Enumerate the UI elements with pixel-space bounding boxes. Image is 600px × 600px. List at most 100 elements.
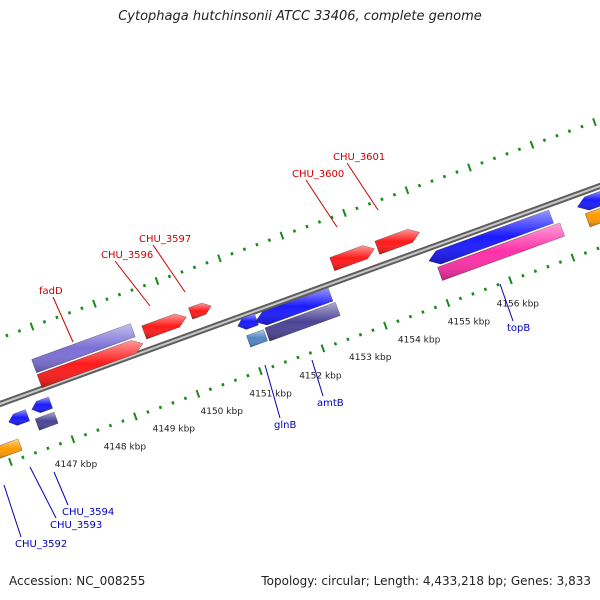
leader-line [499,283,514,322]
scale-ticks [5,117,600,467]
inner-scale-tick [371,328,375,333]
topB-gene-a-shade [428,210,554,265]
CHU-3597-gene-shade [188,303,212,320]
outer-scale-tick [217,254,222,263]
inner-scale-tick [308,351,313,355]
outer-scale-tick [555,133,559,138]
outer-scale-tick [467,163,472,172]
inner-scale-tick [21,455,25,460]
genome-backbone [0,182,600,408]
outer-scale-tick [455,170,459,174]
amtB-gene-shade [265,302,341,342]
inner-scale-tick [33,451,38,455]
outer-scale-tick [117,292,122,297]
outer-scale-tick [105,297,109,302]
leader-line [53,471,69,506]
inner-scale-tick [596,246,600,251]
inner-scale-tick [271,364,275,369]
inner-scale-tick [8,457,13,467]
inner-scale-tick [171,401,175,405]
outer-scale-tick [592,117,597,127]
inner-scale-tick [283,360,288,364]
outer-scale-tick [392,192,397,197]
inner-scale-tick [496,282,500,287]
outer-scale-tick [292,229,297,233]
inner-scale-tick [471,292,475,296]
outer-scale-tick [542,138,547,143]
outer-scale-tick [180,270,184,274]
gene-label-reverse: glnB [274,420,296,431]
gene-label-forward: CHU_3597 [139,234,191,245]
outer-scale-tick [205,261,209,265]
gene-red-fwd-1-shade [37,340,144,388]
inner-scale-tick [70,435,76,444]
outer-scale-tick [529,140,535,149]
gene-label-reverse: CHU_3592 [15,539,67,550]
inner-scale-tick [408,314,413,319]
outer-scale-tick [5,333,9,338]
CHU-3601-gene-shade [374,229,420,255]
outer-scale-tick [305,224,309,229]
outer-scale-tick [167,274,172,279]
glnB-gene-shade [246,329,268,347]
outer-scale-tick [492,156,497,161]
outer-scale-tick [404,186,410,195]
glnB-gene-a-shade [237,313,259,330]
outer-scale-tick [267,238,272,242]
inner-scale-tick [458,296,463,301]
scale-label: 4151 kbp [249,389,292,399]
leader-line [346,162,379,211]
gene-label-forward: CHU_3600 [292,169,344,180]
inner-scale-tick [146,410,150,414]
outer-scale-tick [342,208,347,217]
map-title: Cytophaga hutchinsonii ATCC 33406, compl… [118,9,482,24]
scale-label: 4148 kbp [104,442,147,452]
outer-scale-tick [279,231,285,240]
outer-scale-tick [242,247,247,252]
gene-label-reverse: amtB [317,398,344,409]
scale-labels: 4147 kbp 4148 kbp 4149 kbp 4150 kbp 4151 kbp… [55,300,539,471]
outer-scale-tick [142,283,147,288]
inner-scale-tick [508,276,513,285]
inner-scale-tick [183,396,188,401]
inner-scale-tick [546,264,550,269]
outer-scale-tick [355,206,359,211]
inner-scale-tick [583,251,588,255]
gene-label-forward: CHU_3601 [333,152,385,163]
inner-scale-tick [83,432,88,437]
gene-orange-right-shade [585,208,600,227]
accession-text: Accession: NC_008255 [9,574,146,588]
topB-gene-shade [437,222,565,281]
inner-scale-tick [258,366,263,376]
leader-line [29,466,57,519]
inner-scale-tick [358,332,363,337]
outer-scale-tick [17,329,22,333]
inner-scale-tick [558,260,563,264]
gene-label-reverse: CHU_3593 [50,520,102,531]
outer-scale-tick [417,183,422,188]
gene-label-forward: CHU_3596 [101,250,153,261]
scale-label: 4147 kbp [55,460,98,470]
scale-label: 4156 kbp [497,300,540,310]
outer-scale-tick [255,242,259,247]
outer-scale-tick [42,320,47,324]
outer-scale-tick [442,174,447,179]
inner-scale-tick [421,310,425,314]
inner-scale-tick [296,355,300,360]
gene-orange-1-shade [0,438,23,459]
fadD-gene-shade [31,323,136,373]
gene-label-forward: fadD [39,286,63,297]
outer-scale-tick [130,288,134,292]
scale-label: 4149 kbp [153,425,196,435]
outer-scale-tick [80,306,84,311]
scale-label: 4154 kbp [398,335,441,345]
inner-scale-tick [121,419,125,423]
inner-scale-tick [195,389,201,398]
inner-scale-tick [333,342,338,346]
outer-scale-tick [380,197,384,202]
leader-line [152,244,186,293]
gene-features [0,191,600,459]
outer-scale-tick [480,161,484,165]
